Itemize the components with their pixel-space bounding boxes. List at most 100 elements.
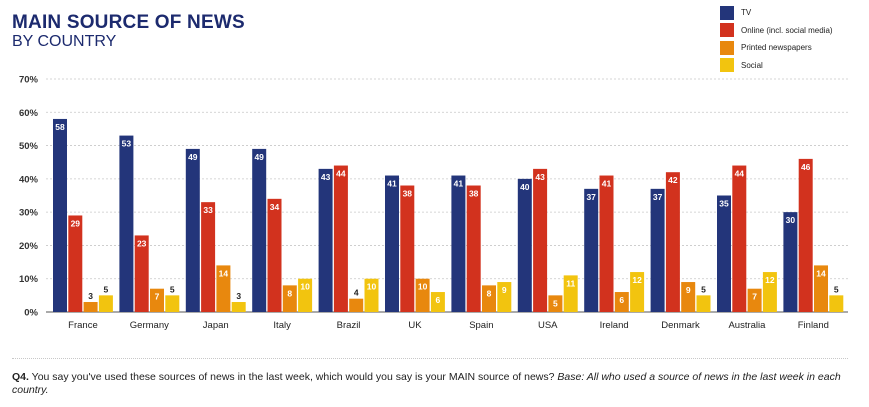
bar <box>267 198 282 312</box>
legend-label-tv: TV <box>741 8 752 18</box>
data-label: 40 <box>520 182 530 192</box>
footnote-question-text: You say you've used these sources of new… <box>28 371 558 383</box>
legend-item-social: Social <box>720 57 833 75</box>
data-label: 8 <box>487 288 492 298</box>
bar <box>201 202 216 312</box>
footnote-base: Base: All who used a source of news in t… <box>12 371 841 396</box>
y-tick-label: 0% <box>24 308 38 319</box>
bar <box>681 282 696 312</box>
bar <box>650 188 665 312</box>
bar <box>349 298 364 312</box>
data-label: 49 <box>254 152 264 162</box>
bar <box>430 292 445 312</box>
chart-title: MAIN SOURCE OF NEWS <box>12 12 245 33</box>
data-label: 4 <box>354 288 359 298</box>
bar <box>364 278 379 312</box>
bar <box>717 195 731 312</box>
x-tick-label: Germany <box>130 320 169 331</box>
data-label: 10 <box>418 282 428 292</box>
legend-label-social: Social <box>741 60 763 70</box>
y-tick-label: 60% <box>19 108 39 119</box>
data-label: 11 <box>566 278 575 288</box>
data-label: 44 <box>336 169 346 179</box>
bar <box>482 285 496 312</box>
bar <box>185 148 200 312</box>
bar <box>783 212 798 312</box>
legend-swatch-online <box>720 23 734 38</box>
y-tick-label: 40% <box>19 174 39 185</box>
data-label: 5 <box>104 284 109 294</box>
data-label: 41 <box>387 179 397 189</box>
data-label: 12 <box>765 275 775 285</box>
legend-swatch-tv <box>720 5 734 20</box>
data-label: 9 <box>502 285 507 295</box>
x-tick-label: Australia <box>728 320 766 331</box>
bar <box>231 302 246 312</box>
footnote: Q4. You say you've used these sources of… <box>12 371 842 397</box>
data-label: 3 <box>236 291 241 301</box>
data-label: 42 <box>668 175 678 185</box>
x-tick-label: Japan <box>203 320 229 331</box>
bar <box>318 168 333 312</box>
data-label: 33 <box>203 205 213 215</box>
y-tick-label: 70% <box>19 75 39 86</box>
bar <box>630 272 645 312</box>
bar <box>584 188 599 312</box>
bar <box>333 165 348 312</box>
bar <box>216 265 231 312</box>
bar <box>98 295 113 312</box>
data-label: 7 <box>752 292 757 302</box>
bar <box>762 272 777 312</box>
bar <box>533 168 548 312</box>
y-tick-label: 30% <box>19 208 39 219</box>
y-tick-label: 50% <box>19 141 39 152</box>
bar <box>53 118 67 312</box>
data-label: 5 <box>553 298 558 308</box>
data-label: 58 <box>55 122 65 132</box>
legend-item-printed: Printed newspapers <box>720 39 833 57</box>
chart-subtitle: BY COUNTRY <box>12 33 117 50</box>
data-label: 5 <box>834 284 839 294</box>
x-tick-label: USA <box>538 320 558 331</box>
data-label: 14 <box>816 268 826 278</box>
x-tick-label: Spain <box>469 320 493 331</box>
data-label: 41 <box>454 179 464 189</box>
bar <box>497 282 512 312</box>
data-label: 5 <box>701 284 706 294</box>
data-label: 3 <box>88 291 93 301</box>
x-tick-label: Ireland <box>600 320 629 331</box>
bar <box>282 285 297 312</box>
bar <box>150 288 164 312</box>
bar <box>814 265 828 312</box>
x-tick-label: France <box>68 320 98 331</box>
x-tick-label: Italy <box>273 320 291 331</box>
data-label: 29 <box>71 218 81 228</box>
data-label: 8 <box>287 288 292 298</box>
bar <box>298 278 313 312</box>
bar <box>83 302 98 312</box>
bar <box>829 295 844 312</box>
bar <box>665 172 680 312</box>
data-label: 12 <box>632 275 642 285</box>
data-label: 7 <box>155 292 160 302</box>
y-tick-label: 10% <box>19 274 39 285</box>
y-tick-label: 20% <box>19 241 39 252</box>
bar <box>466 185 481 312</box>
data-label: 10 <box>367 282 377 292</box>
data-label: 10 <box>300 282 310 292</box>
data-label: 53 <box>122 139 132 149</box>
bar <box>517 178 532 312</box>
data-label: 5 <box>170 284 175 294</box>
legend-item-tv: TV <box>720 4 833 22</box>
bar <box>165 295 180 312</box>
bar <box>599 175 614 312</box>
data-label: 34 <box>270 202 280 212</box>
bar <box>732 165 747 312</box>
data-label: 30 <box>786 215 796 225</box>
data-label: 43 <box>535 172 545 182</box>
bar <box>385 175 399 312</box>
bar <box>451 175 466 312</box>
data-label: 37 <box>653 192 663 202</box>
data-label: 44 <box>735 169 745 179</box>
bar <box>696 295 711 312</box>
